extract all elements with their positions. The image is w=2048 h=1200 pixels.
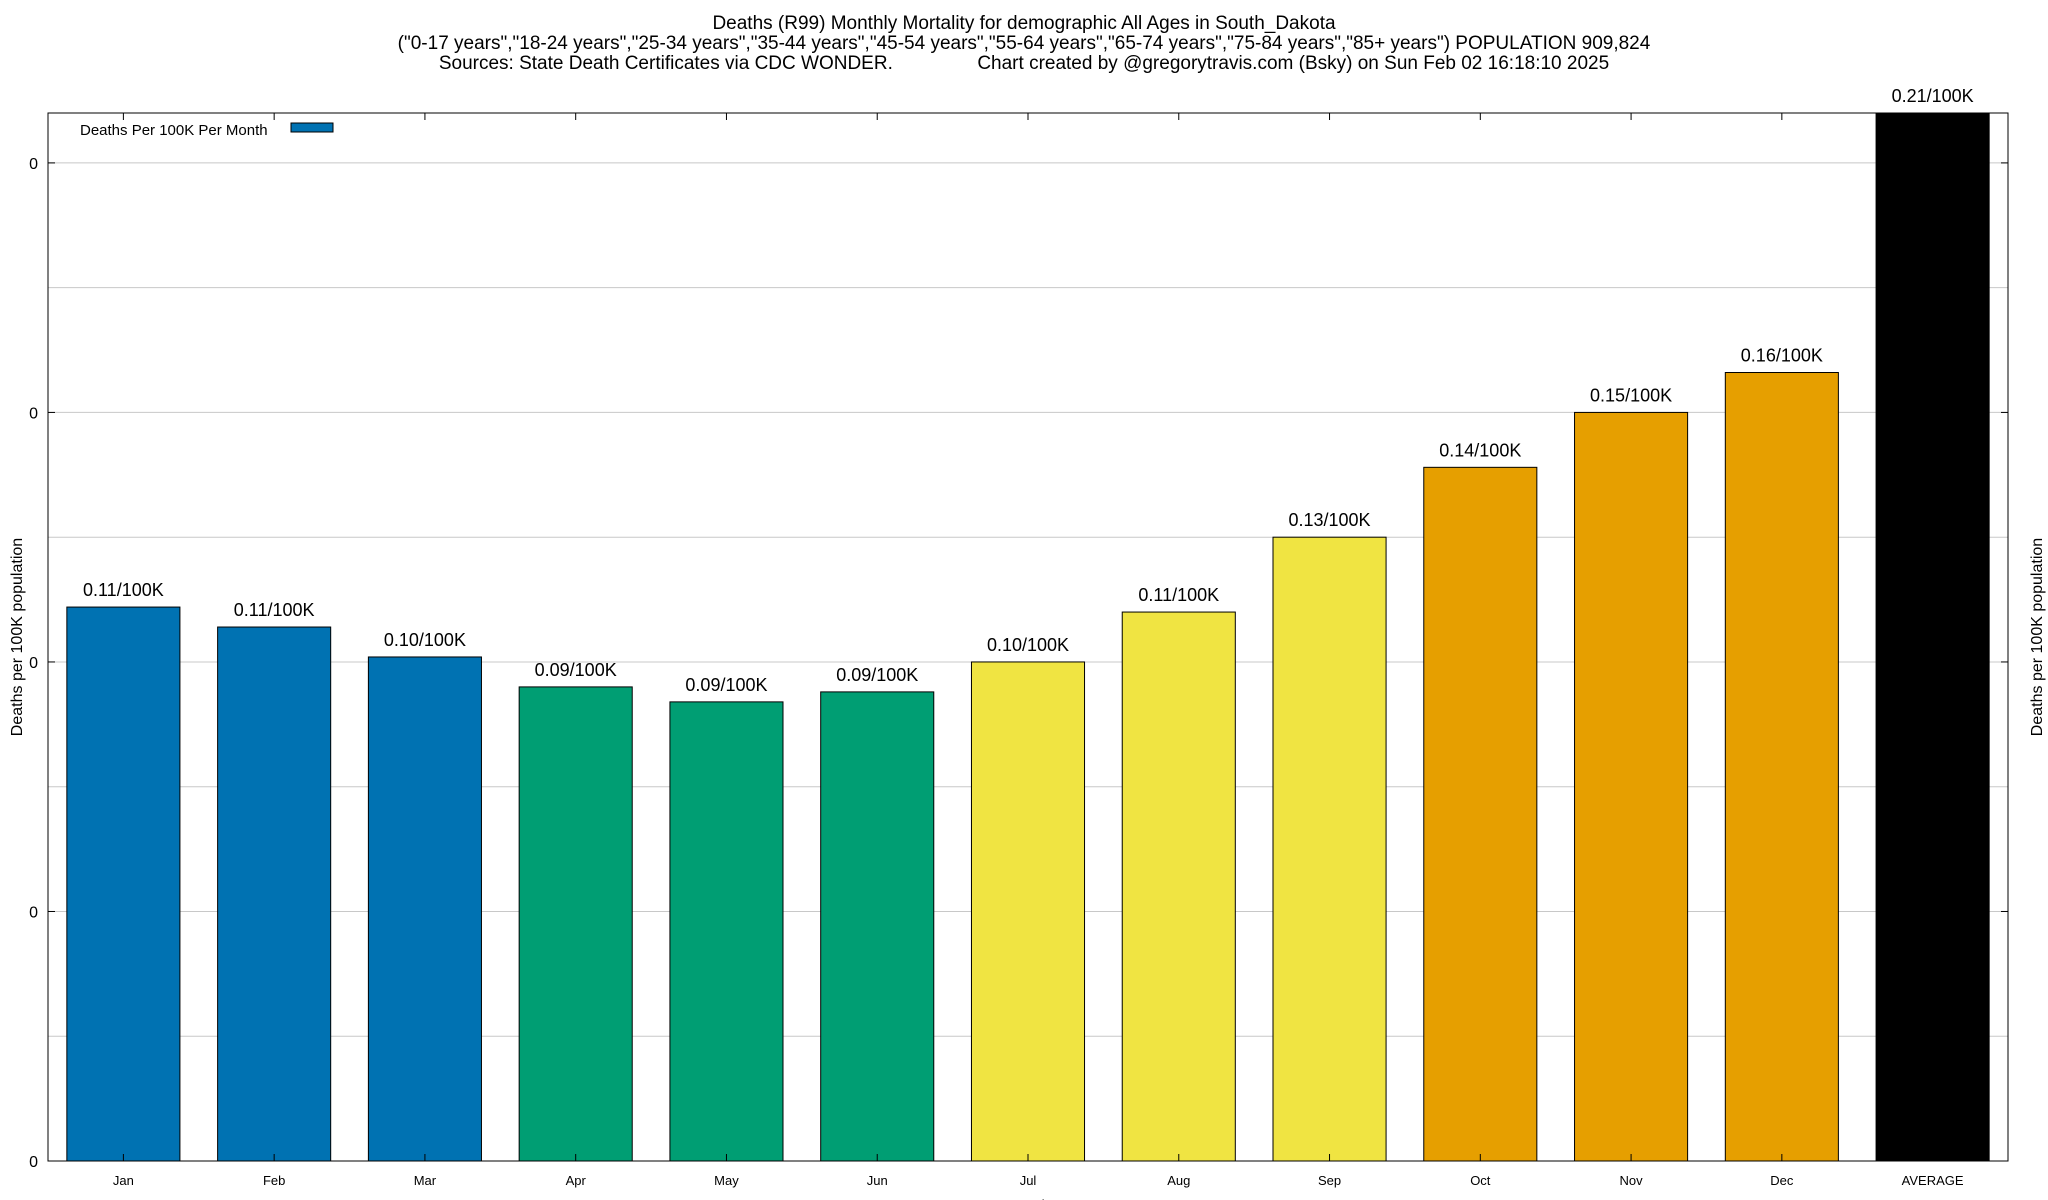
bar-jul xyxy=(970,661,1086,1162)
y-tick-label: 0 xyxy=(29,904,38,921)
bar-apr xyxy=(518,686,633,1162)
x-tick-label: Aug xyxy=(1167,1173,1190,1188)
y-tick-label: 0 xyxy=(29,405,38,422)
bar-value-label: 0.11/100K xyxy=(83,580,164,600)
legend-label: Deaths Per 100K Per Month xyxy=(80,122,268,139)
x-axis-label: Month xyxy=(1006,1198,1050,1200)
bar-value-label: 0.10/100K xyxy=(987,635,1069,655)
bar-jun xyxy=(820,691,935,1162)
bar-average xyxy=(1875,112,1990,1162)
chart-credit: Chart created by @gregorytravis.com (Bsk… xyxy=(977,53,1610,74)
x-tick-label: Jun xyxy=(867,1173,888,1188)
bar-value-label: 0.09/100K xyxy=(836,665,918,685)
bar-mar xyxy=(367,656,482,1162)
y-axis-label: Deaths per 100K population xyxy=(9,538,26,736)
x-tick-label: Feb xyxy=(263,1173,285,1188)
x-tick-label: AVERAGE xyxy=(1902,1173,1964,1188)
x-tick-label: Jan xyxy=(113,1173,134,1188)
bar-value-label: 0.10/100K xyxy=(384,630,466,650)
y-tick-label: 0 xyxy=(29,156,38,173)
bar-oct xyxy=(1423,466,1538,1162)
x-tick-label: Oct xyxy=(1470,1173,1491,1188)
bar-aug xyxy=(1121,611,1236,1162)
y-tick-label: 0 xyxy=(29,1154,38,1171)
bar-value-label: 0.14/100K xyxy=(1439,440,1521,460)
x-tick-label: Nov xyxy=(1620,1173,1644,1188)
bar-value-label: 0.21/100K xyxy=(1892,86,1974,106)
bar-value-label: 0.11/100K xyxy=(234,600,315,620)
chart-sources: Sources: State Death Certificates via CD… xyxy=(438,53,893,74)
bar-sep xyxy=(1272,536,1387,1162)
x-tick-label: Mar xyxy=(414,1173,437,1188)
bar-value-label: 0.13/100K xyxy=(1288,510,1370,530)
bar-value-label: 0.11/100K xyxy=(1138,585,1219,605)
bar-feb xyxy=(217,626,332,1162)
chart-header: Deaths (R99) Monthly Mortality for demog… xyxy=(0,14,2048,74)
bar-value-label: 0.16/100K xyxy=(1741,346,1823,366)
bar-nov xyxy=(1574,411,1689,1162)
plot-border xyxy=(47,112,2009,1162)
y2-axis-label: Deaths per 100K population xyxy=(2029,538,2046,736)
x-tick-label: May xyxy=(714,1173,739,1188)
y-tick-label: 0 xyxy=(29,655,38,672)
legend-swatch xyxy=(290,122,334,133)
x-tick-label: Sep xyxy=(1318,1173,1341,1188)
x-tick-label: Apr xyxy=(566,1173,587,1188)
chart-subtitle: ("0-17 years","18-24 years","25-34 years… xyxy=(397,33,1651,54)
bar-may xyxy=(669,701,784,1162)
bar-value-label: 0.09/100K xyxy=(535,660,617,680)
bar-jan xyxy=(66,606,181,1162)
x-tick-label: Jul xyxy=(1020,1173,1037,1188)
bar-dec xyxy=(1724,372,1839,1162)
bar-value-label: 0.09/100K xyxy=(685,675,767,695)
bar-value-label: 0.15/100K xyxy=(1590,385,1672,405)
x-tick-label: Dec xyxy=(1770,1173,1794,1188)
chart-sources-line: Sources: State Death Certificates via CD… xyxy=(0,54,2048,74)
chart-title: Deaths (R99) Monthly Mortality for demog… xyxy=(712,13,1336,34)
